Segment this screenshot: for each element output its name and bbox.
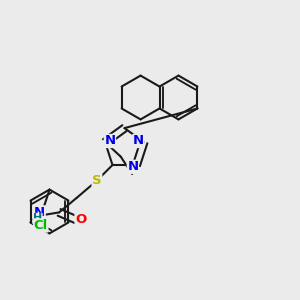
Text: O: O [75, 213, 86, 226]
Text: N: N [34, 206, 45, 219]
Text: Cl: Cl [34, 219, 48, 232]
Text: N: N [104, 134, 116, 148]
Text: H: H [33, 213, 42, 224]
Text: N: N [133, 134, 144, 148]
Text: S: S [92, 174, 102, 187]
Text: N: N [127, 160, 139, 173]
